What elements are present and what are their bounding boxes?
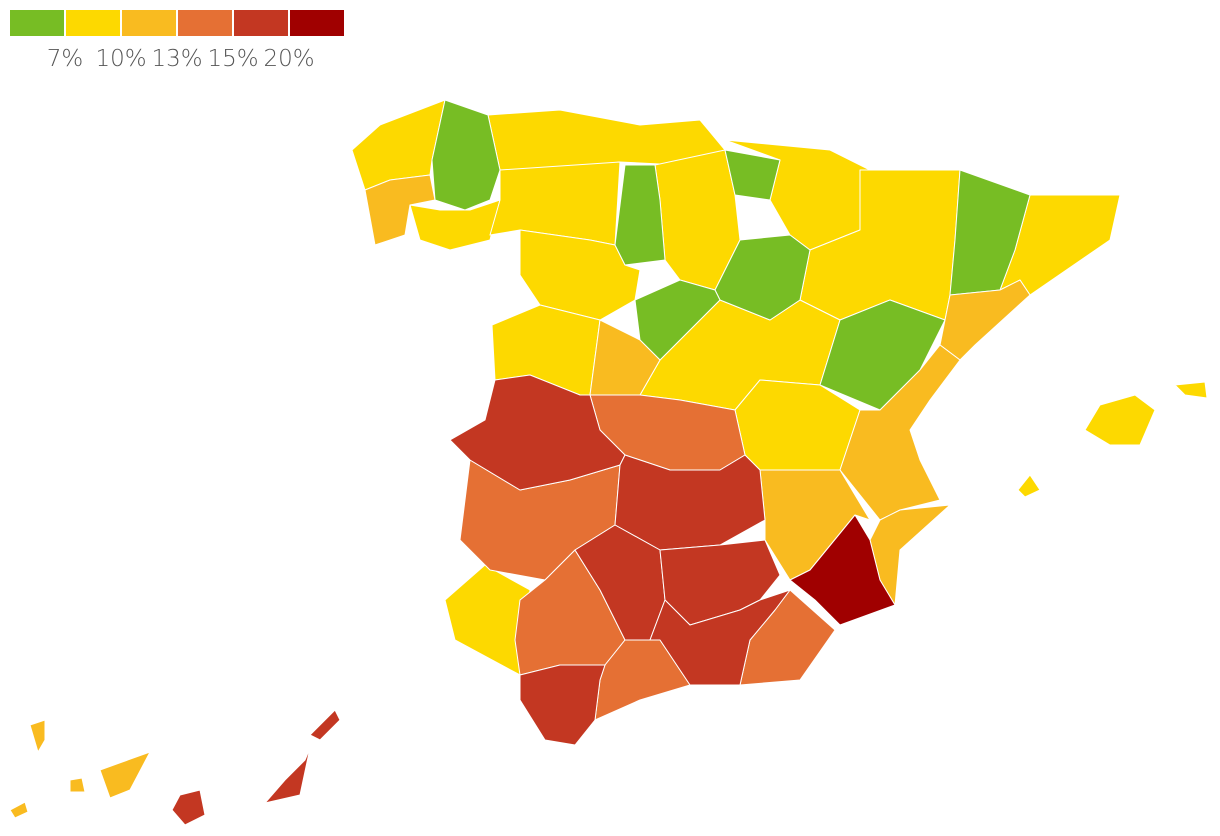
province [364,174,436,246]
province [444,564,531,676]
province [589,319,661,396]
province [69,777,86,793]
province [649,589,791,686]
province [519,664,606,746]
province [9,801,29,819]
province [1017,474,1041,498]
province [614,454,766,551]
legend-swatch [10,10,64,36]
legend-tick-label: 10% [95,46,146,72]
province [519,229,641,321]
legend-swatch [234,10,288,36]
province [489,161,621,246]
province [724,149,781,201]
province [29,719,46,753]
province [264,747,311,804]
province [309,709,341,741]
legend-tick-label: 20% [263,46,314,72]
legend-tick-label: 13% [151,46,202,72]
province [171,789,206,826]
legend-tick-label: 15% [207,46,258,72]
province [1174,381,1208,399]
legend-swatch [178,10,232,36]
legend: 7% 10% 13% 15% 20% [10,10,344,72]
province [1084,394,1156,446]
province [614,164,666,266]
province [789,514,896,626]
province [714,234,811,321]
legend-tick-label: 7% [47,46,84,72]
province [409,199,501,251]
province [431,99,501,211]
province [99,751,151,799]
province [351,99,446,191]
legend-swatch [290,10,344,36]
legend-swatch [66,10,120,36]
provinces [9,99,1208,826]
legend-swatch [122,10,176,36]
